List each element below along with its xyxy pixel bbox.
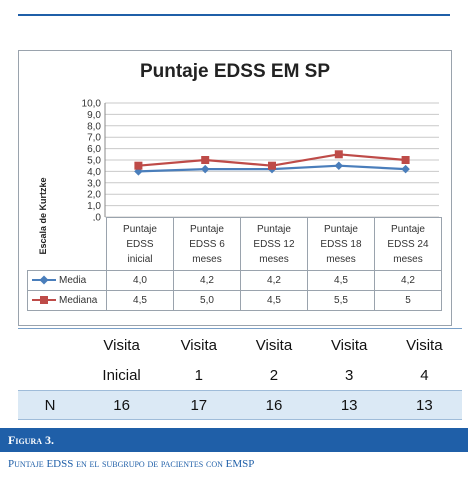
data-label: 4,2 — [173, 270, 241, 291]
n-label: N — [18, 390, 82, 420]
y-tick-label: 3,0 — [87, 178, 101, 189]
empty-cell — [18, 330, 82, 360]
empty-cell — [18, 360, 82, 391]
visit-header: Visita — [103, 336, 140, 354]
chart-frame: Puntaje EDSS EM SP Escala de Kurtzke 10,… — [18, 50, 452, 326]
data-label: 5 — [374, 290, 442, 311]
data-label: 4,5 — [106, 290, 174, 311]
data-table: Puntaje EDSS inicial Puntaje EDSS 6 meses Pu… — [27, 217, 442, 311]
category-cell: Puntaje EDSS 6 meses — [173, 217, 241, 271]
visit-number: 2 — [269, 366, 279, 384]
data-label: 5,0 — [173, 290, 241, 311]
series-row-media: Media 4,0 4,2 4,2 4,5 4,2 — [27, 270, 442, 291]
data-label: 4,5 — [307, 270, 375, 291]
data-label: 4,2 — [374, 270, 442, 291]
y-tick-label: 10,0 — [82, 99, 102, 110]
data-point-mediana — [201, 156, 210, 164]
separator-rule — [18, 328, 462, 329]
data-point-mediana — [401, 156, 410, 164]
category-cell: Puntaje EDSS 18 meses — [307, 217, 375, 271]
legend-media-marker — [32, 275, 56, 285]
data-point-mediana — [268, 161, 276, 170]
data-point-mediana — [134, 161, 143, 170]
data-point-mediana — [334, 150, 343, 159]
n-value: 13 — [311, 390, 387, 420]
n-value: 16 — [236, 390, 312, 420]
data-label: 4,5 — [240, 290, 308, 311]
figure-bar: Figura 3. — [0, 428, 468, 452]
n-value: 16 — [82, 390, 162, 420]
y-tick-label: 8,0 — [87, 121, 101, 132]
visit-number: 3 — [344, 366, 354, 384]
plot-area: 10,09,08,07,06,05,04,03,02,01,0,0 — [82, 99, 439, 222]
y-tick-label: 4,0 — [87, 167, 101, 178]
top-rule — [18, 14, 450, 16]
visits-header-top: Visita Visita Visita Visita Visita — [18, 330, 462, 360]
series-row-mediana: Mediana 4,5 5,0 4,5 5,5 5 — [27, 290, 442, 311]
figure-label: Figura 3. — [8, 433, 54, 447]
visit-number: Inicial — [102, 366, 141, 384]
visits-table: Visita Visita Visita Visita Visita Inici… — [18, 330, 462, 420]
visit-header: Visita — [255, 336, 293, 354]
visit-header: Visita — [406, 336, 443, 354]
visits-header-bottom: Inicial 1 2 3 4 — [18, 360, 462, 391]
y-tick-label: 9,0 — [87, 110, 101, 121]
n-value: 13 — [386, 390, 462, 420]
y-tick-label: 2,0 — [87, 190, 101, 201]
n-row: N 16 17 16 13 13 — [18, 390, 462, 420]
data-label: 4,0 — [106, 270, 174, 291]
figure-caption: Puntaje EDSS en el subgrupo de pacientes… — [8, 458, 255, 470]
data-point-media — [200, 164, 210, 174]
y-tick-label: 7,0 — [87, 133, 101, 144]
n-value: 17 — [161, 390, 237, 420]
data-point-media — [334, 161, 344, 170]
y-tick-label: 1,0 — [87, 201, 101, 212]
data-label: 5,5 — [307, 290, 375, 311]
chart-title: Puntaje EDSS EM SP — [139, 61, 331, 82]
category-row: Puntaje EDSS inicial Puntaje EDSS 6 meses Pu… — [28, 217, 442, 271]
legend-mediana-marker — [32, 295, 56, 305]
visit-number: 4 — [420, 366, 429, 384]
data-label: 4,2 — [240, 270, 308, 291]
y-tick-label: 5,0 — [87, 156, 101, 167]
y-tick-label: ,0 — [93, 213, 102, 222]
visit-number: 1 — [194, 366, 203, 384]
visit-header: Visita — [330, 336, 368, 354]
legend-mediana: Mediana — [27, 290, 107, 311]
corner-cell — [28, 218, 107, 271]
y-tick-label: 6,0 — [87, 144, 101, 155]
category-cell: Puntaje EDSS 12 meses — [240, 217, 308, 271]
data-point-media — [401, 164, 410, 174]
category-cell: Puntaje EDSS inicial — [106, 217, 174, 271]
visit-header: Visita — [180, 336, 217, 354]
legend-media: Media — [27, 270, 107, 291]
category-cell: Puntaje EDSS 24 meses — [374, 217, 442, 271]
